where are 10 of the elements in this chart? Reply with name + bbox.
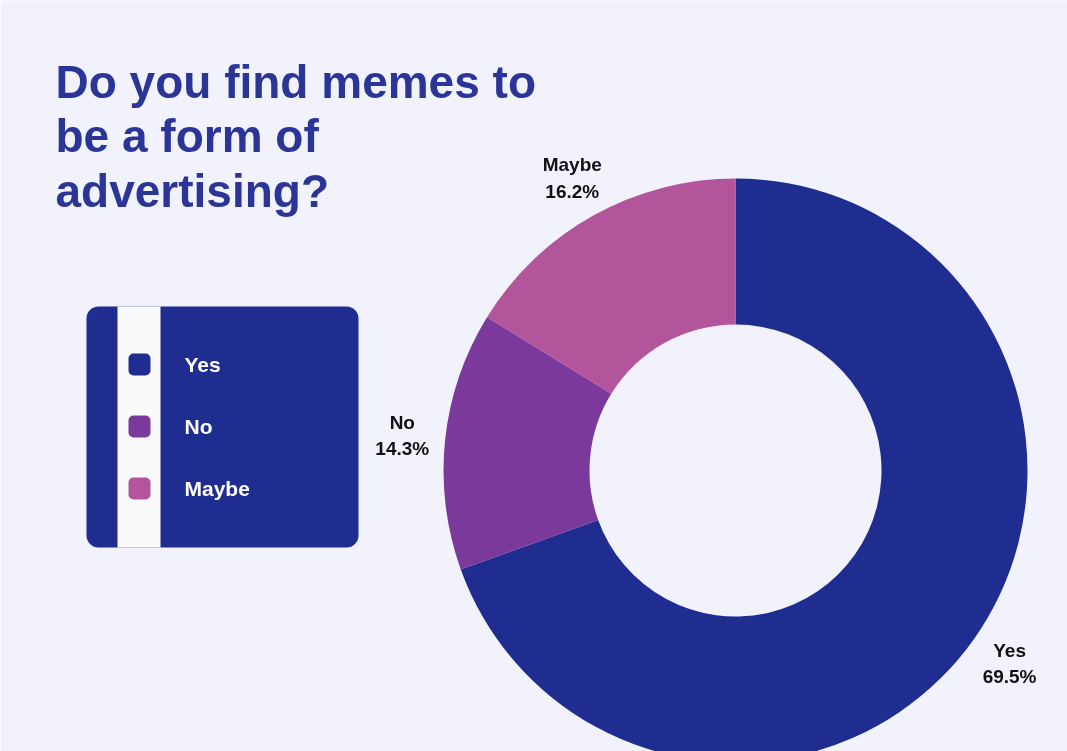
legend-label: Maybe (184, 477, 250, 500)
slice-label: Yes (993, 639, 1026, 661)
chart-title: Do you find memes to be a form of advertising? (55, 55, 536, 217)
slice-label: Maybe (542, 154, 602, 176)
legend-label: No (184, 415, 213, 438)
slice-label: No (389, 412, 415, 434)
data-label: 69.5% (982, 665, 1037, 687)
legend-label: Yes (184, 353, 221, 376)
data-label: 16.2% (545, 180, 600, 202)
data-label: 14.3% (375, 438, 430, 460)
